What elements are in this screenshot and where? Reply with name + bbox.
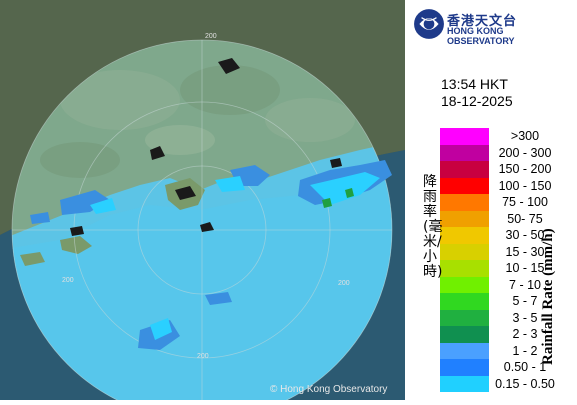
- ring-label-south: 200: [197, 353, 209, 360]
- legend-swatch: [440, 210, 489, 227]
- radar-date: 18-12-2025: [441, 93, 513, 109]
- legend-swatch: [440, 144, 489, 161]
- legend-swatch: [440, 177, 489, 194]
- terrain-texture: [40, 65, 355, 178]
- legend-label: 7 - 10: [509, 277, 541, 292]
- rainfall-legend: >300 200 - 300 150 - 200 100 - 150 75 - 100 5…: [440, 128, 577, 392]
- logo-english-name: HONG KONG OBSERVATORY: [447, 26, 515, 46]
- legend-swatch: [440, 293, 489, 310]
- legend-swatch: [440, 194, 489, 211]
- info-panel: 香港天文台 HONG KONG OBSERVATORY 13:54 HKT 18…: [405, 0, 577, 400]
- legend-label: 0.50 - 1: [503, 360, 547, 374]
- legend-title-english: Rainfall Rate (mm/h): [540, 228, 556, 365]
- legend-label: 50- 75: [507, 211, 543, 226]
- legend-row: 100 - 150: [440, 177, 577, 194]
- legend-row: 3 - 5: [440, 309, 577, 326]
- legend-row: >300: [440, 128, 577, 145]
- legend-swatch: [440, 227, 489, 244]
- hko-logo[interactable]: 香港天文台 HONG KONG OBSERVATORY: [413, 8, 573, 46]
- legend-row: 200 - 300: [440, 144, 577, 161]
- legend-swatch: [440, 161, 489, 178]
- legend-row: 5 - 7: [440, 293, 577, 310]
- ring-label-east: 200: [338, 280, 350, 287]
- radar-map[interactable]: 200 200 200 200 © Hong Kong Observatory: [0, 0, 405, 405]
- legend-swatch: [440, 326, 489, 343]
- legend-label: 15 - 30: [505, 244, 545, 259]
- radar-map-svg: 200 200 200 200: [0, 0, 405, 405]
- legend-row: 75 - 100: [440, 194, 577, 211]
- legend-label: 100 - 150: [498, 178, 552, 193]
- legend-row: 0.15 - 0.50: [440, 375, 577, 392]
- islands: [20, 178, 205, 266]
- legend-label: 5 - 7: [512, 294, 538, 308]
- legend-row: 7 - 10: [440, 276, 577, 293]
- legend-row: 2 - 3: [440, 326, 577, 343]
- legend-swatch: [440, 128, 489, 145]
- legend-label: 200 - 300: [498, 145, 552, 160]
- legend-label: 75 - 100: [502, 195, 548, 209]
- legend-label: 150 - 200: [498, 162, 552, 176]
- legend-label: 3 - 5: [512, 310, 538, 325]
- legend-swatch: [440, 260, 489, 277]
- legend-label: 2 - 3: [512, 327, 538, 341]
- legend-swatch: [440, 276, 489, 293]
- legend-label: 0.15 - 0.50: [495, 376, 555, 391]
- legend-row: 1 - 2: [440, 342, 577, 359]
- radar-time: 13:54 HKT: [441, 76, 508, 92]
- legend-swatch: [440, 309, 489, 326]
- legend-swatch: [440, 342, 489, 359]
- copyright-text: © Hong Kong Observatory: [270, 384, 388, 395]
- legend-label: 30 - 50: [505, 228, 545, 242]
- legend-row: 0.50 - 1: [440, 359, 577, 376]
- ring-label-north: 200: [205, 33, 217, 40]
- legend-swatch: [440, 243, 489, 260]
- legend-row: 150 - 200: [440, 161, 577, 178]
- legend-swatch: [440, 375, 489, 392]
- hko-logo-icon: [414, 9, 444, 39]
- ring-label-west: 200: [62, 277, 74, 284]
- legend-label: 1 - 2: [512, 343, 538, 358]
- legend-label: >300: [510, 129, 540, 143]
- legend-row: 30 - 50: [440, 227, 577, 244]
- coverage-sea-light: [12, 178, 392, 400]
- logo-chinese-name: 香港天文台: [447, 14, 518, 29]
- rain-echoes: [30, 58, 392, 350]
- legend-row: 15 - 30: [440, 243, 577, 260]
- legend-title-chinese: 降雨率(毫米/小時): [423, 174, 443, 280]
- legend-swatch: [440, 359, 489, 376]
- legend-label: 10 - 15: [505, 261, 545, 275]
- legend-row: 50- 75: [440, 210, 577, 227]
- legend-row: 10 - 15: [440, 260, 577, 277]
